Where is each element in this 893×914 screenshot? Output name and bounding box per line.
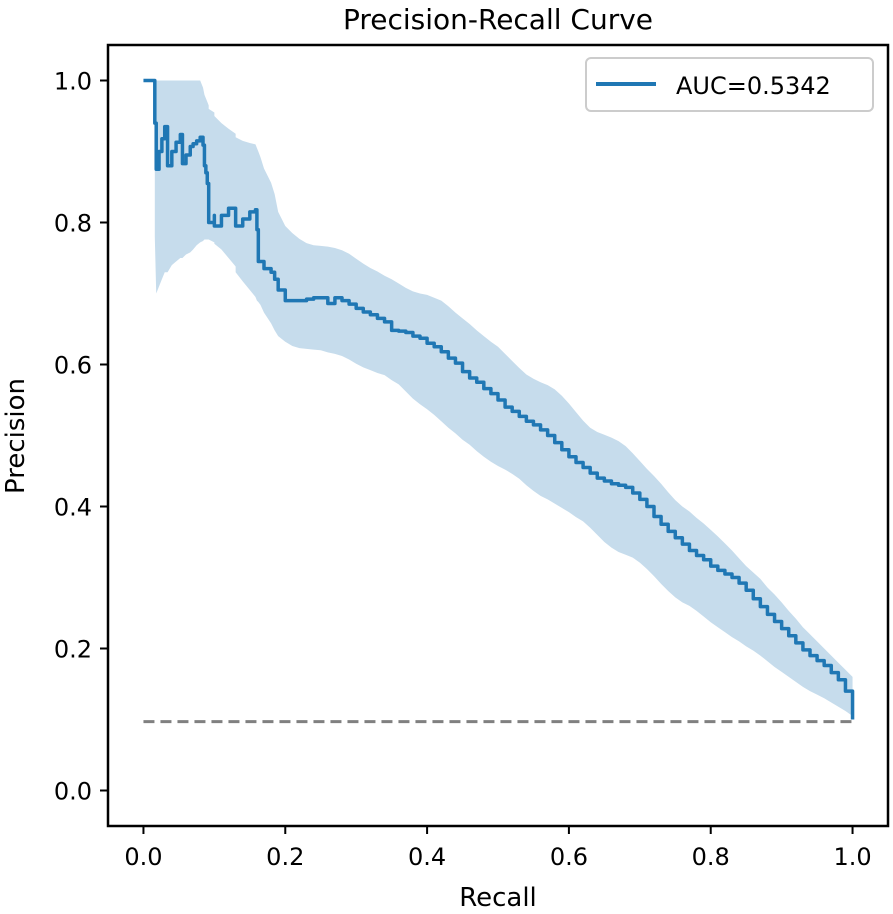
x-tick-label: 1.0 [833, 843, 871, 871]
plot-frame [106, 43, 890, 828]
x-tick-label: 0.8 [692, 843, 730, 871]
y-axis-label: Precision [1, 378, 31, 494]
y-tick-label: 0.6 [54, 352, 92, 380]
legend-label: AUC=0.5342 [676, 72, 831, 100]
y-tick-label: 0.2 [54, 636, 92, 664]
x-axis-label: Recall [459, 883, 537, 913]
y-tick-label: 1.0 [54, 68, 92, 96]
pr-curve-line [143, 78, 855, 720]
legend: AUC=0.5342 [585, 57, 874, 112]
chart-title: Precision-Recall Curve [343, 3, 653, 36]
x-tick-label: 0.0 [124, 843, 162, 871]
x-tick-label: 0.2 [266, 843, 304, 871]
legend-box [585, 57, 874, 112]
x-tick-label: 0.4 [408, 843, 446, 871]
y-tick-label: 0.8 [54, 210, 92, 238]
x-tick-label: 0.6 [550, 843, 588, 871]
y-tick-label: 0.0 [54, 778, 92, 806]
y-axis-ticks: 0.0 0.2 0.4 0.6 0.8 1.0 [54, 68, 108, 806]
x-axis-ticks: 0.0 0.2 0.4 0.6 0.8 1.0 [124, 826, 872, 871]
y-tick-label: 0.4 [54, 494, 92, 522]
curve-layer [143, 78, 855, 724]
